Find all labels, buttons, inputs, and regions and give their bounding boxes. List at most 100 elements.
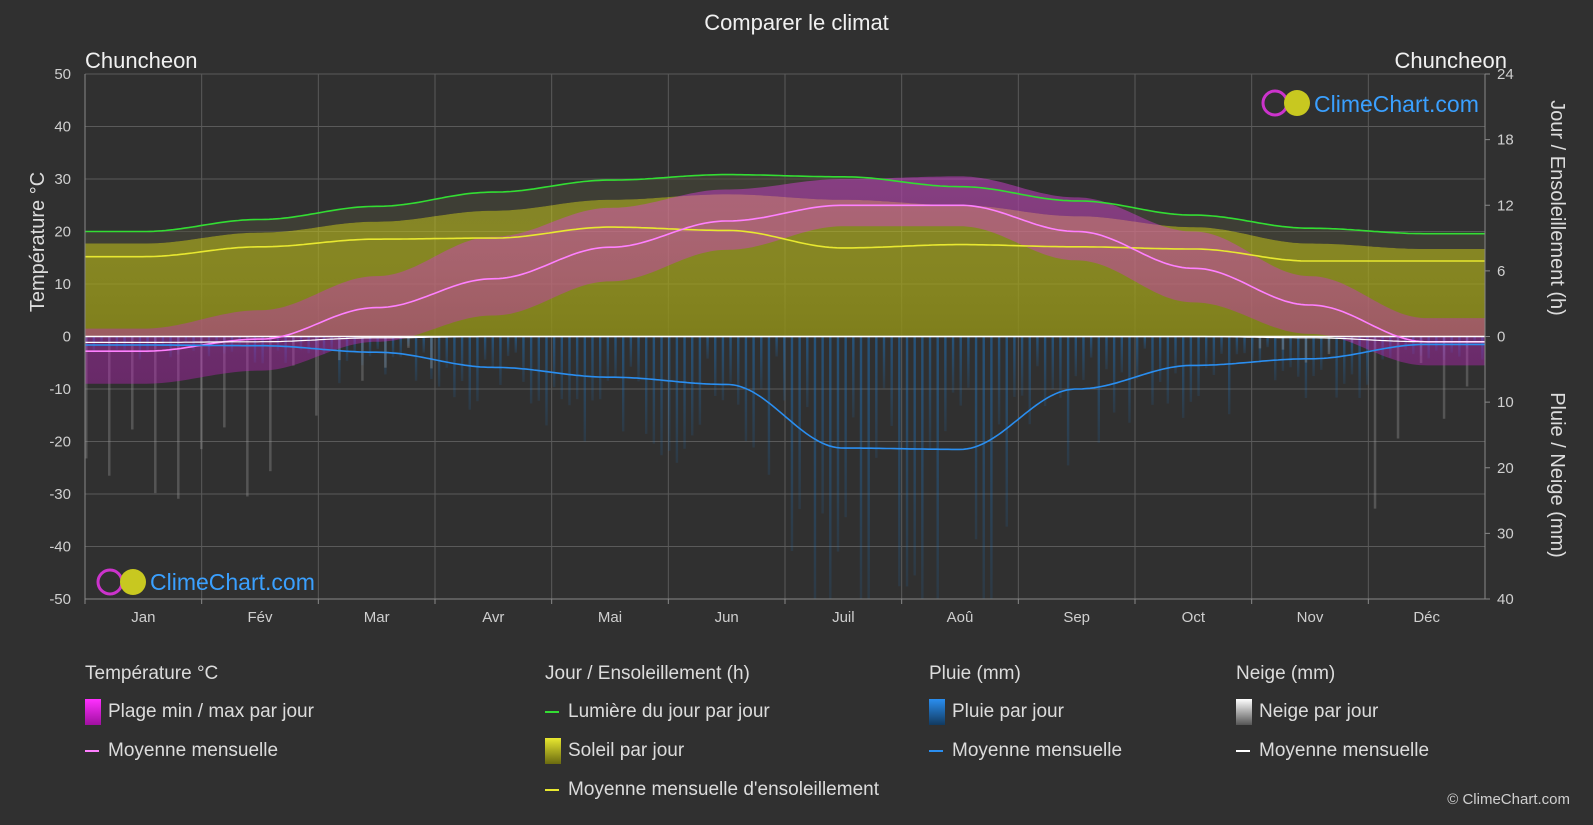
- rain-bar: [1120, 336, 1124, 373]
- right-axis-label-bottom: Pluie / Neige (mm): [1546, 392, 1568, 558]
- rain-bar: [422, 336, 425, 353]
- rain-bar: [936, 336, 939, 599]
- rain-bar: [1105, 336, 1108, 370]
- rain-bar: [875, 336, 878, 458]
- watermark-bottom-text: ClimeChart.com: [150, 569, 315, 595]
- month-label: Fév: [247, 609, 273, 626]
- rain-bar: [905, 336, 909, 587]
- month-label: Jan: [131, 609, 155, 626]
- rain-bar: [1036, 336, 1039, 367]
- legend-sunshine: Soleil par jour: [545, 738, 879, 764]
- legend-rain: Pluie (mm) Pluie par jour Moyenne mensue…: [929, 663, 1122, 779]
- rain-bar: [928, 336, 932, 450]
- rain-bar: [683, 336, 686, 449]
- snow-bar: [1327, 336, 1331, 355]
- rain-bar: [1197, 336, 1200, 397]
- rain-bar: [637, 336, 640, 382]
- rain-bar: [560, 336, 564, 400]
- rain-bar: [361, 336, 364, 366]
- snow-bar: [108, 336, 111, 476]
- rain-bar: [1082, 336, 1085, 380]
- left-tick-label: -50: [49, 591, 71, 608]
- series-lines: [85, 173, 1485, 451]
- rain-bar: [499, 336, 502, 385]
- rain-bar: [921, 336, 924, 599]
- rain-bar: [798, 336, 801, 510]
- rain-bar: [859, 336, 863, 599]
- rain-bar: [1174, 336, 1177, 374]
- rain-bar: [522, 336, 525, 382]
- rain-bar: [1043, 336, 1047, 407]
- rain-bar: [414, 336, 418, 381]
- left-tick-label: 10: [54, 276, 71, 293]
- right-tick-label-mm: 30: [1497, 525, 1514, 542]
- snow-mean-line: [85, 335, 1485, 343]
- legend-temp-mean: Moyenne mensuelle: [85, 740, 314, 762]
- rain-bar: [821, 336, 824, 514]
- rain-bar: [1066, 336, 1070, 466]
- rain-bar: [959, 336, 962, 406]
- snow-bar: [269, 336, 272, 472]
- rain-bar: [1281, 336, 1285, 371]
- rain-bar: [913, 336, 916, 576]
- snow-bar: [154, 336, 157, 494]
- rain-mean-line: [85, 343, 1485, 451]
- snow-bar: [85, 336, 88, 459]
- rain-bar: [353, 336, 356, 353]
- legend-daylight-label: Lumière du jour par jour: [568, 701, 770, 722]
- rain-bar: [583, 336, 587, 442]
- rain-bar: [391, 336, 395, 358]
- snow-bar: [1373, 336, 1377, 509]
- month-label: Mar: [364, 609, 390, 626]
- temp-range-swatch: [85, 699, 101, 725]
- legend-rain-daily: Pluie par jour: [929, 699, 1122, 725]
- legend-snow-daily-label: Neige par jour: [1259, 701, 1379, 722]
- rain-bar: [1074, 336, 1077, 377]
- watermark-top: ClimeChart.com: [1261, 89, 1479, 117]
- legend-temp-mean-label: Moyenne mensuelle: [108, 740, 279, 761]
- rain-bar: [1112, 336, 1116, 413]
- chart-title: Comparer le climat: [704, 10, 889, 35]
- rain-bar: [974, 336, 978, 540]
- temp-mean-line: [85, 204, 1485, 353]
- axes: 50 40 30 20 10 0 -10 -20 -30 -40 -50 24 18 12 6 0 10 20 30…: [49, 66, 1513, 626]
- rain-bar: [737, 336, 740, 405]
- rain-bar: [1320, 336, 1323, 370]
- rain-bar: [1228, 336, 1231, 415]
- rain-bar: [645, 336, 648, 434]
- rain-bar: [1135, 336, 1139, 380]
- snow-bar: [1442, 336, 1446, 419]
- legend-sun: Jour / Ensoleillement (h) Lumière du jou…: [545, 663, 879, 818]
- legend-rain-mean-label: Moyenne mensuelle: [952, 740, 1123, 761]
- rain-bar: [368, 336, 372, 357]
- legend-snow: Neige (mm) Neige par jour Moyenne mensue…: [1236, 663, 1429, 779]
- left-tick-label: 20: [54, 224, 71, 241]
- rain-swatch: [929, 699, 945, 725]
- right-tick-label-hours: 6: [1497, 263, 1505, 280]
- rain-bar: [944, 336, 947, 432]
- left-tick-label: 40: [54, 119, 71, 136]
- snow-mean-swatch: [1236, 750, 1250, 752]
- rain-bar: [445, 336, 448, 368]
- legend-sunshine-label: Soleil par jour: [568, 740, 685, 761]
- rain-bar: [668, 336, 671, 451]
- rain-bar: [706, 336, 709, 359]
- left-tick-label: -20: [49, 434, 71, 451]
- rain-bar: [1189, 336, 1193, 402]
- rain-bar: [491, 336, 494, 367]
- month-label: Juil: [832, 609, 855, 626]
- rain-bar: [453, 336, 456, 398]
- rain-bar: [568, 336, 571, 406]
- right-tick-label-mm: 40: [1497, 591, 1514, 608]
- rain-bar: [867, 336, 870, 599]
- rain-bar: [997, 336, 1001, 425]
- watermark-top-text: ClimeChart.com: [1314, 91, 1479, 117]
- temperature-range-area: [85, 176, 1485, 384]
- rain-bar: [399, 336, 402, 358]
- copyright: © ClimeChart.com: [1447, 791, 1570, 808]
- rain-bar: [1143, 336, 1147, 349]
- legend-snow-mean-label: Moyenne mensuelle: [1259, 740, 1430, 761]
- rain-bar: [407, 336, 410, 347]
- rain-bar: [1243, 336, 1246, 354]
- rain-mean-swatch: [929, 750, 943, 752]
